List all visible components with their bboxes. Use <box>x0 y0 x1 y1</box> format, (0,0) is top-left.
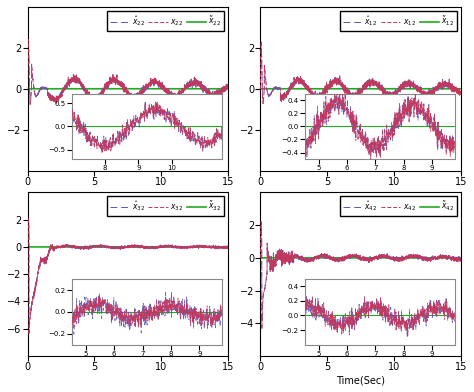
Legend: $\hat{x}_{42}$, $x_{42}$, $\tilde{x}_{42}$: $\hat{x}_{42}$, $x_{42}$, $\tilde{x}_{42… <box>340 196 457 216</box>
Legend: $\hat{x}_{32}$, $x_{32}$, $\tilde{x}_{32}$: $\hat{x}_{32}$, $x_{32}$, $\tilde{x}_{32… <box>107 196 224 216</box>
Legend: $\hat{x}_{12}$, $x_{12}$, $\tilde{x}_{12}$: $\hat{x}_{12}$, $x_{12}$, $\tilde{x}_{12… <box>340 11 457 31</box>
Legend: $\hat{x}_{22}$, $x_{22}$, $\tilde{x}_{22}$: $\hat{x}_{22}$, $x_{22}$, $\tilde{x}_{22… <box>107 11 224 31</box>
X-axis label: Time(Sec): Time(Sec) <box>336 375 385 385</box>
